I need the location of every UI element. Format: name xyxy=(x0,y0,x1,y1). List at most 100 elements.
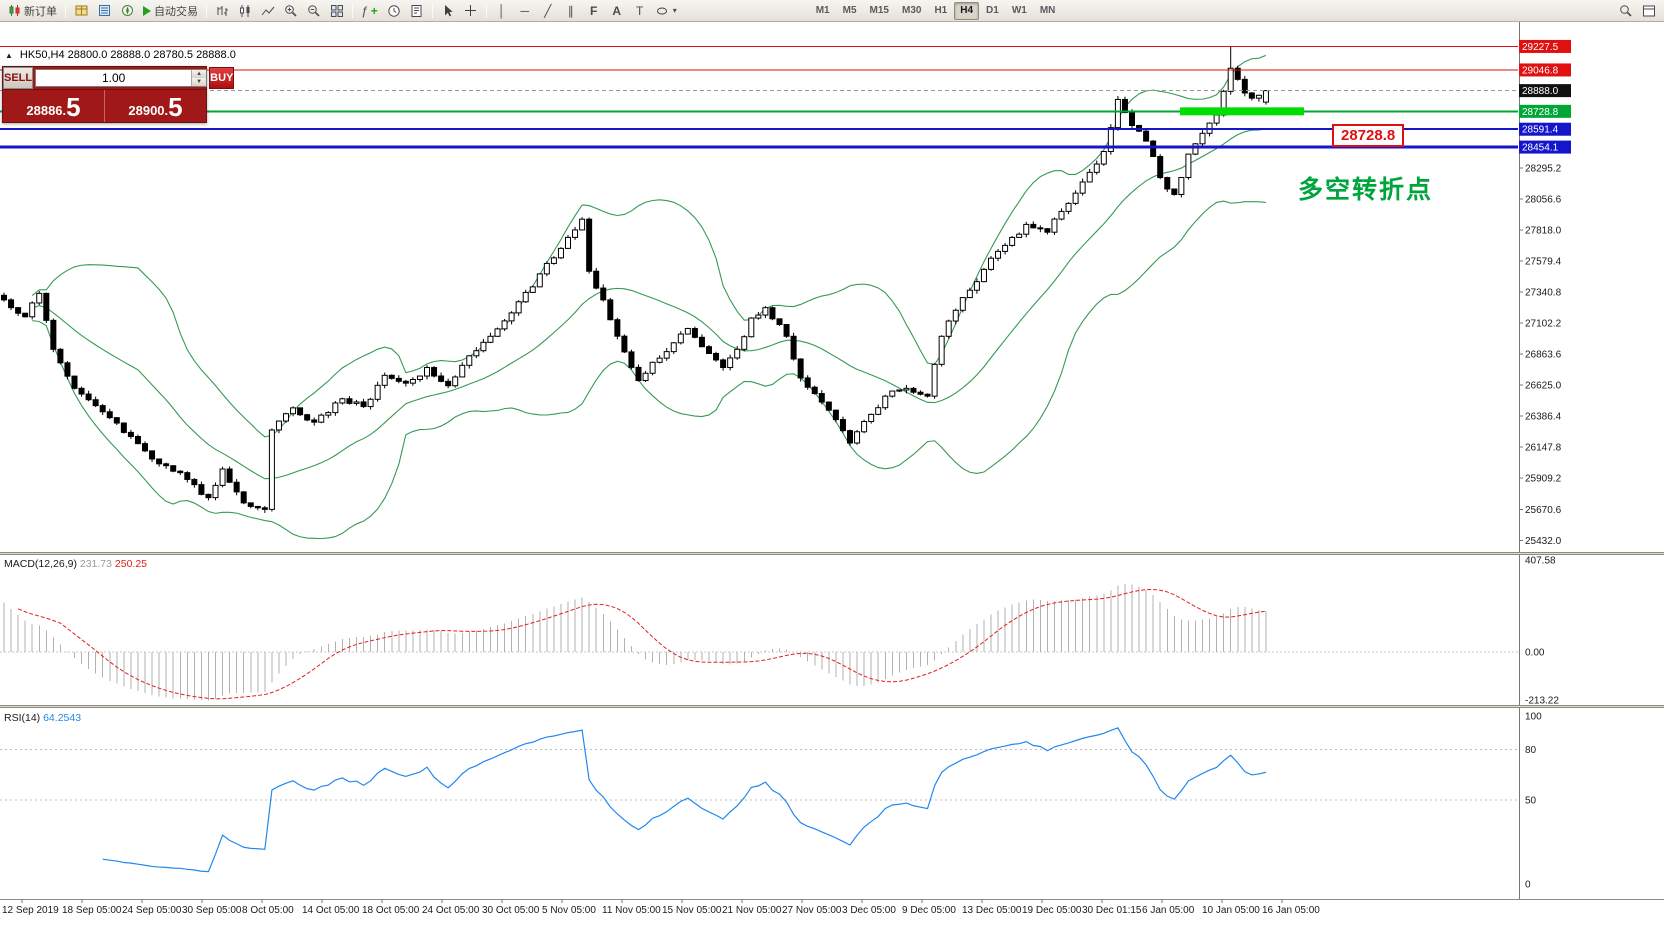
timeframe-d1[interactable]: D1 xyxy=(986,5,999,16)
zoom-out-icon xyxy=(308,4,320,17)
volume-up-button[interactable]: ▲ xyxy=(192,70,207,78)
text-tool-button[interactable]: A xyxy=(606,1,628,21)
vertical-line-tool-button[interactable]: │ xyxy=(491,1,513,21)
timeframe-w1[interactable]: W1 xyxy=(1011,5,1027,16)
separator xyxy=(352,3,353,18)
svg-text:28454.1: 28454.1 xyxy=(1522,143,1559,154)
time-scale[interactable]: 12 Sep 2019 18 Sep 05:00 24 Sep 05:00 30 Se… xyxy=(2,899,1320,916)
volume-spinner: ▲ ▼ xyxy=(191,70,207,86)
svg-text:12 Sep 2019: 12 Sep 2019 xyxy=(2,905,59,916)
new-order-button[interactable]: 新订单 xyxy=(4,1,61,21)
svg-text:3 Dec 05:00: 3 Dec 05:00 xyxy=(842,905,896,916)
candlestick-chart-button[interactable] xyxy=(234,1,256,21)
one-click-trading-panel: SELL ▲ ▼ BUY 28886.5 28900.5 xyxy=(2,66,235,123)
text-label-tool-button[interactable]: T xyxy=(629,1,651,21)
autotrading-button[interactable]: 自动交易 xyxy=(139,1,202,21)
timeframe-h4[interactable]: H4 xyxy=(954,1,980,20)
timeframe-m30[interactable]: M30 xyxy=(901,5,922,16)
rsi-line xyxy=(102,727,1267,873)
trendline-tool-button[interactable]: ╱ xyxy=(537,1,559,21)
scale-price-label: 28454.1 xyxy=(1519,140,1571,154)
crosshair-icon xyxy=(465,5,477,16)
chart-window[interactable]: 28295.2 28056.6 27818.0 27579.4 27340.8 27102… xyxy=(0,22,1664,944)
ask-price[interactable]: 28900. 5 xyxy=(105,90,206,122)
buy-button[interactable]: BUY xyxy=(209,67,235,89)
symbol-period-ohlc: HK50,H4 28800.0 28888.0 28780.5 28888.0 xyxy=(19,49,236,61)
svg-text:24 Sep 05:00: 24 Sep 05:00 xyxy=(122,905,182,916)
zoom-out-button[interactable] xyxy=(303,1,325,21)
zoom-in-button[interactable] xyxy=(280,1,302,21)
timeframe-m15[interactable]: M15 xyxy=(869,5,889,16)
template-icon xyxy=(411,4,422,17)
timeframe-m1[interactable]: M1 xyxy=(815,5,830,16)
svg-text:50: 50 xyxy=(1525,796,1537,807)
svg-text:19 Dec 05:00: 19 Dec 05:00 xyxy=(1022,905,1082,916)
highlight-zone[interactable] xyxy=(1180,107,1304,116)
timeframe-group: M1 M5 M15 M30 H1 H4 D1 W1 MN xyxy=(810,1,1062,20)
navigator-button[interactable] xyxy=(116,1,138,21)
channel-tool-button[interactable]: ∥ xyxy=(560,1,582,21)
turning-point-annotation[interactable]: 多空转折点 xyxy=(1298,176,1434,204)
tile-windows-icon xyxy=(331,4,343,17)
svg-text:14 Oct 05:00: 14 Oct 05:00 xyxy=(302,905,360,916)
templates-button[interactable] xyxy=(406,1,428,21)
svg-text:26147.8: 26147.8 xyxy=(1525,443,1562,454)
crosshair-tool-button[interactable] xyxy=(460,1,482,21)
line-chart-icon xyxy=(261,6,275,15)
svg-text:18 Oct 05:00: 18 Oct 05:00 xyxy=(362,905,420,916)
svg-text:29227.5: 29227.5 xyxy=(1522,42,1559,53)
svg-text:30 Sep 05:00: 30 Sep 05:00 xyxy=(182,905,242,916)
svg-text:27818.0: 27818.0 xyxy=(1525,225,1562,236)
search-button[interactable] xyxy=(1615,1,1637,21)
shapes-tool-button[interactable]: ▾ xyxy=(652,1,681,21)
plus-icon: + xyxy=(370,3,378,18)
layout-button[interactable] xyxy=(1638,1,1660,21)
market-watch-button[interactable] xyxy=(70,1,92,21)
horizontal-line-icon: ─ xyxy=(520,3,529,18)
line-chart-button[interactable] xyxy=(257,1,279,21)
timeframe-mn[interactable]: MN xyxy=(1039,5,1056,16)
one-click-prices: 28886. 5 28900. 5 xyxy=(3,90,206,122)
separator xyxy=(431,3,433,18)
svg-text:27102.2: 27102.2 xyxy=(1525,318,1562,329)
volume-input[interactable] xyxy=(36,70,192,86)
svg-text:9 Dec 05:00: 9 Dec 05:00 xyxy=(902,905,956,916)
fibonacci-icon: F xyxy=(590,3,598,18)
svg-text:5 Nov 05:00: 5 Nov 05:00 xyxy=(542,905,596,916)
volume-field: ▲ ▼ xyxy=(35,69,208,87)
channel-icon: ∥ xyxy=(567,3,574,18)
data-window-button[interactable] xyxy=(93,1,115,21)
one-click-collapse-icon[interactable]: ▲ xyxy=(5,50,13,60)
text-label-icon: T xyxy=(636,3,644,18)
new-order-label: 新订单 xyxy=(24,5,57,18)
chart-canvas[interactable]: 28295.2 28056.6 27818.0 27579.4 27340.8 27102… xyxy=(0,22,1664,944)
indicators-button[interactable]: ƒ + xyxy=(357,1,382,21)
svg-text:11 Nov 05:00: 11 Nov 05:00 xyxy=(602,905,661,916)
periods-button[interactable] xyxy=(383,1,405,21)
volume-down-button[interactable]: ▼ xyxy=(192,78,207,86)
timeframe-m5[interactable]: M5 xyxy=(842,5,857,16)
bid-price[interactable]: 28886. 5 xyxy=(3,90,105,122)
price-callout-label[interactable]: 28728.8 xyxy=(1332,124,1405,147)
svg-text:30 Dec 01:15: 30 Dec 01:15 xyxy=(1082,905,1142,916)
svg-text:24 Oct 05:00: 24 Oct 05:00 xyxy=(422,905,480,916)
scale-price-label: 28591.4 xyxy=(1519,122,1571,136)
horizontal-line-tool-button[interactable]: ─ xyxy=(514,1,536,21)
fibonacci-tool-button[interactable]: F xyxy=(583,1,605,21)
candles xyxy=(1,46,1269,513)
svg-text:29046.8: 29046.8 xyxy=(1522,65,1559,76)
data-window-icon xyxy=(98,5,110,16)
bar-chart-icon xyxy=(217,5,228,16)
sell-button[interactable]: SELL xyxy=(3,67,34,89)
tile-windows-button[interactable] xyxy=(326,1,348,21)
cursor-tool-button[interactable] xyxy=(437,1,459,21)
svg-text:27 Nov 05:00: 27 Nov 05:00 xyxy=(782,905,842,916)
bar-chart-button[interactable] xyxy=(211,1,233,21)
scale-price-label: 28888.0 xyxy=(1519,84,1571,98)
svg-text:28295.2: 28295.2 xyxy=(1525,163,1562,174)
trendline-icon: ╱ xyxy=(544,3,552,18)
price-scale[interactable]: 28295.2 28056.6 27818.0 27579.4 27340.8 27102… xyxy=(1519,39,1571,547)
macd-histogram xyxy=(3,583,1267,701)
timeframe-h1[interactable]: H1 xyxy=(934,5,948,16)
